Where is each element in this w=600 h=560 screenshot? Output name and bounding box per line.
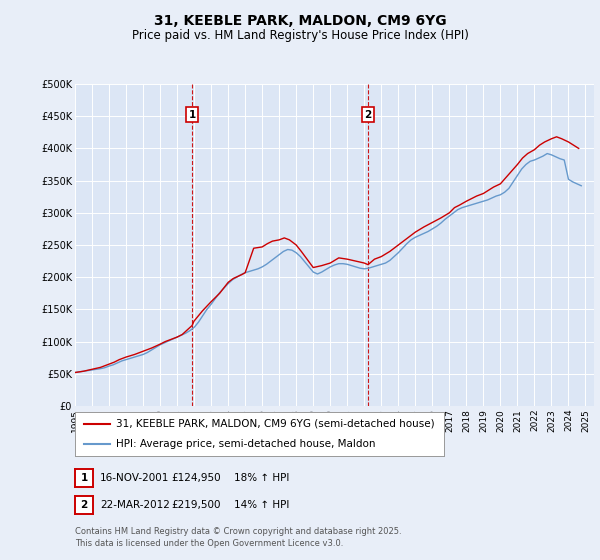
Text: 18% ↑ HPI: 18% ↑ HPI [234, 473, 289, 483]
Text: 31, KEEBLE PARK, MALDON, CM9 6YG: 31, KEEBLE PARK, MALDON, CM9 6YG [154, 14, 446, 28]
Text: 22-MAR-2012: 22-MAR-2012 [100, 500, 170, 510]
Text: 1: 1 [80, 473, 88, 483]
Text: 31, KEEBLE PARK, MALDON, CM9 6YG (semi-detached house): 31, KEEBLE PARK, MALDON, CM9 6YG (semi-d… [116, 419, 434, 429]
Text: 2: 2 [364, 110, 371, 120]
Text: £124,950: £124,950 [171, 473, 221, 483]
Text: Contains HM Land Registry data © Crown copyright and database right 2025.
This d: Contains HM Land Registry data © Crown c… [75, 527, 401, 548]
Text: HPI: Average price, semi-detached house, Maldon: HPI: Average price, semi-detached house,… [116, 439, 375, 449]
Text: £219,500: £219,500 [171, 500, 221, 510]
Text: Price paid vs. HM Land Registry's House Price Index (HPI): Price paid vs. HM Land Registry's House … [131, 29, 469, 42]
Text: 2: 2 [80, 500, 88, 510]
Text: 16-NOV-2001: 16-NOV-2001 [100, 473, 170, 483]
Text: 14% ↑ HPI: 14% ↑ HPI [234, 500, 289, 510]
Text: 1: 1 [188, 110, 196, 120]
